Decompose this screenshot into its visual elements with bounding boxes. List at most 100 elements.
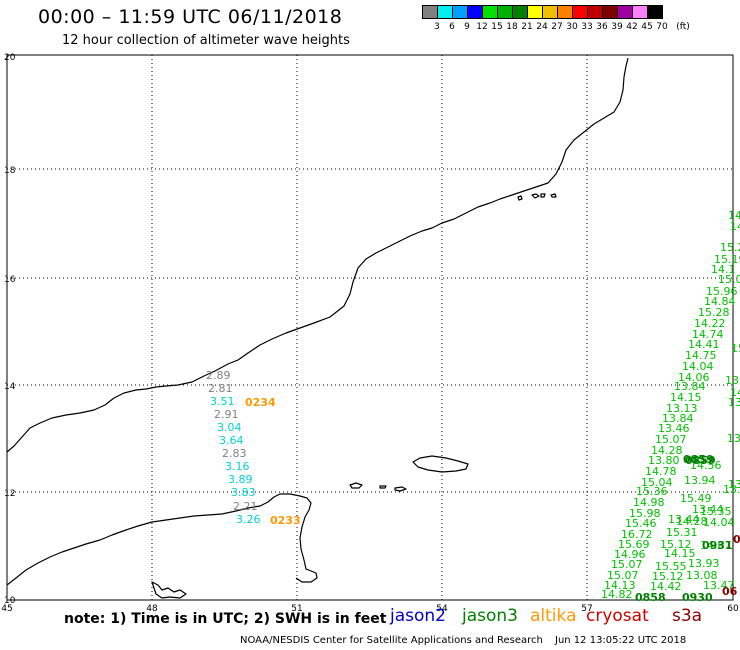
x-tick: 60	[727, 604, 739, 614]
wave-height-value: 14	[728, 209, 740, 222]
small-island	[540, 193, 546, 198]
map-title: 00:00 – 11:59 UTC 06/11/2018	[38, 6, 343, 28]
x-axis-ticks: 45 48 51 54 57 60	[1, 604, 739, 614]
small-island	[394, 486, 407, 492]
wave-height-value: 3.04	[217, 421, 242, 434]
credit-line: NOAA/NESDIS Center for Satellite Applica…	[240, 635, 543, 646]
legend-label: 3	[434, 22, 440, 32]
pass-time-label: 0234	[245, 396, 276, 409]
small-island	[517, 195, 523, 201]
legend-label: 6	[449, 22, 455, 32]
pass-time-label: 0859	[683, 453, 714, 466]
satellite-label-cryosat: cryosat	[586, 606, 649, 626]
legend-label: 9	[464, 22, 470, 32]
wave-height-value: 3.89	[228, 473, 253, 486]
pass-time-label: 0931	[702, 539, 733, 552]
legend-label: 18	[506, 22, 518, 32]
satellite-label-jason2: jason2	[390, 606, 446, 626]
wave-height-value: 15.49	[680, 492, 712, 505]
pass-time-label: 0233	[270, 514, 301, 527]
wave-height-value: 15.07	[655, 433, 687, 446]
wave-height-value: 2.89	[206, 369, 231, 382]
wave-height-value: 14.3	[730, 386, 740, 399]
satellite-label-s3a: s3a	[672, 606, 703, 626]
wave-height-value: 15.2	[720, 241, 740, 254]
wave-height-value: 2.21	[233, 500, 258, 513]
wave-height-color-legend	[422, 5, 663, 19]
wave-height-value: 3.26	[236, 513, 261, 526]
legend-label: 33	[581, 22, 593, 32]
small-island	[349, 482, 363, 489]
wave-height-value: 14.04	[682, 360, 714, 373]
wave-height-value: 16.72	[621, 528, 653, 541]
wave-height-value: 14.96	[614, 548, 646, 561]
wave-height-value: 15.98	[629, 507, 661, 520]
pass-time-label: 06	[722, 585, 738, 598]
y-tick: 20	[4, 53, 16, 63]
wave-height-value: 13.44	[668, 513, 700, 526]
wave-height-value: 2.91	[214, 408, 239, 421]
wave-height-value: 13.80	[648, 454, 680, 467]
wave-height-value: 14	[730, 220, 740, 233]
west-track-pass-times: 0234 0233	[245, 396, 301, 527]
pass-time-label: 0859	[685, 454, 716, 467]
map-frame	[6, 54, 734, 601]
wave-height-value: 14.13	[604, 579, 636, 592]
west-track-wave-heights: 2.892.813.512.913.043.642.833.163.893.83…	[206, 369, 261, 526]
legend-label: 42	[626, 22, 638, 32]
wave-height-value: 15.09	[718, 273, 740, 286]
wave-height-value: 15.69	[618, 538, 650, 551]
small-island	[550, 193, 557, 198]
y-tick: 12	[4, 489, 15, 499]
x-tick: 57	[581, 604, 592, 614]
wave-height-value: 15.96	[706, 285, 738, 298]
wave-height-value: 13.44	[692, 503, 724, 516]
wave-height-value: 14.28	[676, 515, 708, 528]
grid-lines	[7, 55, 733, 600]
small-island	[531, 193, 540, 199]
x-tick: 51	[291, 604, 302, 614]
wave-height-value: 15.35	[700, 505, 732, 518]
wave-height-value: 14.1	[711, 263, 736, 276]
pass-time-label: 0858	[635, 591, 666, 604]
legend-label: 27	[551, 22, 563, 32]
wave-height-value: 15.55	[655, 560, 687, 573]
river-delta	[151, 581, 187, 599]
southern-coastline	[6, 493, 318, 586]
wave-height-value: 2.83	[222, 447, 247, 460]
map-subtitle: 12 hour collection of altimeter wave hei…	[62, 33, 350, 48]
legend-label: 70	[656, 22, 668, 32]
satellite-label-altika: altika	[530, 606, 577, 626]
wave-height-value: 13.84	[674, 380, 706, 393]
wave-height-value: 13.3	[725, 374, 740, 387]
wave-height-value: 14.82	[601, 588, 633, 601]
pass-time-label: 0930	[682, 591, 713, 604]
wave-height-value: 15.36	[636, 485, 668, 498]
wave-height-value: 14.42	[650, 580, 682, 593]
wave-height-value: 14.22	[694, 317, 726, 330]
wave-height-value: 15.46	[625, 517, 657, 530]
wave-height-value: 14.04	[703, 516, 735, 529]
y-axis-ticks: 20 18 16 14 12 10	[4, 53, 16, 606]
wave-height-value: 13.32	[728, 478, 740, 491]
wave-height-value: 14.98	[633, 496, 665, 509]
wave-height-value: 15.31	[666, 526, 698, 539]
wave-height-value: 14.75	[685, 349, 717, 362]
y-tick: 10	[4, 596, 16, 606]
east-track-wave-heights: 141415.215.1914.115.0915.9614.8415.2814.…	[601, 209, 740, 601]
wave-height-value: 13.13	[666, 402, 698, 415]
wave-height-value: 15.28	[698, 306, 730, 319]
legend-swatch	[647, 5, 663, 19]
wave-height-value: 14.41	[688, 338, 720, 351]
wave-height-value: 3.51	[210, 395, 235, 408]
wave-height-value: 13.93	[688, 557, 720, 570]
legend-label: 39	[611, 22, 623, 32]
wave-height-value: 13.84	[662, 412, 694, 425]
wave-height-value: 14.15	[670, 391, 702, 404]
wave-height-value: 3.83	[231, 486, 256, 499]
wave-height-value: 13.46	[658, 422, 690, 435]
x-tick: 48	[146, 604, 158, 614]
coastlines	[6, 57, 629, 599]
legend-label: 21	[521, 22, 533, 32]
